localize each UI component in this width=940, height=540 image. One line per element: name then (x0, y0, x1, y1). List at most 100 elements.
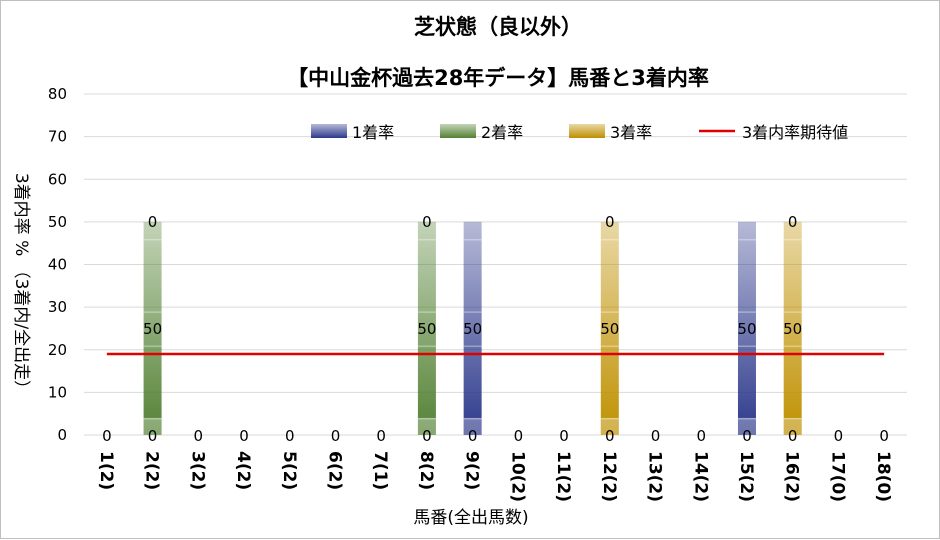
legend-label: 3着率 (610, 123, 652, 142)
x-tick-label: 14(2) (690, 451, 710, 502)
bar-segment-line (783, 238, 802, 241)
legend-swatch (311, 124, 347, 138)
bar-segment-line (417, 311, 436, 313)
data-label-top: 0 (788, 213, 798, 231)
y-tick-label: 60 (48, 170, 67, 188)
data-label-bottom: 0 (468, 427, 478, 445)
x-tick-label: 15(2) (736, 451, 756, 502)
bar-segment-line (417, 238, 436, 241)
bar-3着率-12(2) (600, 221, 619, 435)
bar-segment-line (600, 417, 619, 420)
bar-segment-line (737, 417, 756, 420)
y-tick-label: 50 (48, 213, 67, 231)
data-label-bottom: 0 (285, 427, 295, 445)
legend-swatch (569, 124, 605, 138)
data-label-bottom: 0 (148, 427, 158, 445)
x-axis-ticks: 1(2) 2(2) 3(2) 4(2) 5(2) 6(2) 7(1) 8(2) 9(2) 10(2… (96, 451, 893, 502)
data-label-middle: 50 (417, 320, 436, 338)
data-label-bottom: 0 (102, 427, 112, 445)
data-label-bottom: 0 (696, 427, 706, 445)
data-label-bottom: 0 (376, 427, 386, 445)
data-label-bottom: 0 (331, 427, 341, 445)
bar-segment-line (143, 417, 162, 420)
y-axis-title: 3着内率 % （3着内/全出走） (11, 173, 31, 397)
data-label-bottom: 0 (742, 427, 752, 445)
data-label-bottom: 0 (834, 427, 844, 445)
data-label-bottom: 0 (194, 427, 204, 445)
data-label-middle: 50 (143, 320, 162, 338)
bar-segment-line (463, 345, 482, 347)
bar-base-band (143, 417, 162, 435)
x-tick-label: 9(2) (462, 451, 482, 490)
bar-segment-line (783, 311, 802, 313)
x-axis-title: 馬番(全出馬数) (413, 508, 528, 528)
bar-2着率-8(2) (417, 221, 436, 435)
bar-base-band (783, 417, 802, 435)
data-label-top: 0 (605, 213, 615, 231)
x-tick-label: 6(2) (324, 451, 344, 490)
bar-base-band (463, 417, 482, 435)
bar-segment-line (463, 417, 482, 420)
bar-segment-line (600, 238, 619, 241)
x-tick-label: 8(2) (416, 451, 436, 490)
bar-segment-line (463, 238, 482, 241)
x-tick-label: 10(2) (507, 451, 527, 502)
bar-segment-line (143, 311, 162, 313)
legend: 1着率 2着率 3着率 3着内率期待値 (311, 123, 848, 142)
bar-segment-line (783, 417, 802, 420)
bar-segment-line (600, 311, 619, 313)
bar-segment-line (737, 311, 756, 313)
bar-segment-line (783, 345, 802, 347)
y-tick-label: 70 (48, 128, 67, 146)
x-tick-label: 1(2) (96, 451, 116, 490)
x-tick-label: 4(2) (233, 451, 253, 490)
data-label-bottom: 0 (605, 427, 615, 445)
y-tick-label: 0 (57, 426, 67, 444)
bars (143, 221, 802, 435)
x-tick-label: 11(2) (553, 451, 573, 502)
y-tick-label: 10 (48, 383, 67, 401)
legend-swatch (440, 124, 476, 138)
bar-segment-line (417, 417, 436, 420)
bar-segment-line (417, 345, 436, 347)
bar-segment-line (463, 311, 482, 313)
x-tick-label: 18(0) (873, 451, 893, 502)
bar-2着率-2(2) (143, 221, 162, 435)
bar-segment-line (600, 345, 619, 347)
data-label-bottom: 0 (422, 427, 432, 445)
data-label-bottom: 0 (651, 427, 661, 445)
gridlines (84, 93, 907, 436)
data-labels: 0 0 50 0 0 0 0 0 0 0 50 0 0 50 0 0 0 50 0 0 0 0 50 0 50 0 0 0 (102, 213, 889, 445)
legend-label: 1着率 (352, 123, 394, 142)
bar-segment-line (143, 345, 162, 347)
data-label-top: 0 (422, 213, 432, 231)
bar-base-band (737, 417, 756, 435)
data-label-middle: 50 (463, 320, 482, 338)
bar-segment-line (737, 238, 756, 241)
data-label-bottom: 0 (879, 427, 889, 445)
x-tick-label: 16(2) (782, 451, 802, 502)
data-label-middle: 50 (600, 320, 619, 338)
x-tick-label: 2(2) (142, 451, 162, 490)
x-tick-label: 7(1) (370, 451, 390, 490)
data-label-bottom: 0 (239, 427, 249, 445)
x-tick-label: 12(2) (599, 451, 619, 502)
y-axis-ticks: 0 10 20 30 40 50 60 70 80 (48, 85, 67, 444)
legend-label: 3着内率期待値 (742, 123, 848, 142)
bar-segment-line (143, 238, 162, 241)
bar-3着率-16(2) (783, 221, 802, 435)
x-tick-label: 17(0) (827, 451, 847, 502)
legend-label: 2着率 (481, 123, 523, 142)
data-label-top: 0 (148, 213, 158, 231)
data-label-bottom: 0 (514, 427, 524, 445)
y-tick-label: 30 (48, 298, 67, 316)
bar-1着率-15(2) (737, 221, 756, 435)
bar-base-band (417, 417, 436, 435)
chart-subtitle: 【中山金杯過去28年データ】馬番と3着内率 (287, 66, 709, 90)
y-tick-label: 40 (48, 256, 67, 274)
x-tick-label: 3(2) (187, 451, 207, 490)
bar-base-band (600, 417, 619, 435)
x-tick-label: 5(2) (279, 451, 299, 490)
